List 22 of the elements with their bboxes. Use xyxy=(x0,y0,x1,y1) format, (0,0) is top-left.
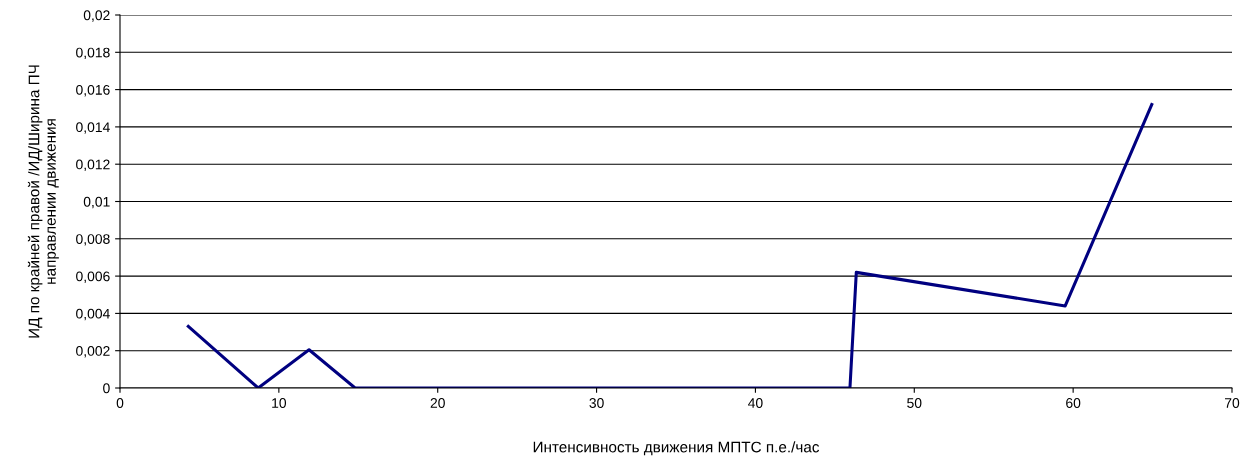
y-tick-label: 0,01 xyxy=(83,196,110,209)
y-tick-label: 0,016 xyxy=(76,84,110,97)
y-tick-label: 0 xyxy=(103,383,110,394)
y-tick-label: 0,018 xyxy=(76,47,110,60)
y-tick-label: 0,002 xyxy=(76,346,110,358)
y-tick-label: 0,006 xyxy=(76,271,110,283)
x-tick-label: 0 xyxy=(116,398,124,408)
x-tick-label: 10 xyxy=(272,398,287,408)
y-tick-label: 0,014 xyxy=(76,122,110,134)
x-tick-label: 60 xyxy=(1066,398,1081,408)
y-tick-label: 0,02 xyxy=(83,10,110,22)
x-tick-label: 50 xyxy=(907,398,922,408)
y-tick-label: 0,012 xyxy=(76,159,110,172)
x-tick-label: 20 xyxy=(430,398,445,408)
x-axis-title: Интенсивность движения МПТС п.е./час xyxy=(533,441,820,456)
y-tick-label: 0,004 xyxy=(76,308,110,321)
y-axis-title: ИД по крайней правой /ИД/Ширина ПЧ направлении движения xyxy=(27,65,59,338)
x-tick-label: 70 xyxy=(1224,398,1240,408)
x-tick-label: 40 xyxy=(748,398,763,408)
x-tick-label: 30 xyxy=(589,398,604,408)
line-series xyxy=(186,102,1154,388)
y-tick-label: 0,008 xyxy=(76,234,110,246)
